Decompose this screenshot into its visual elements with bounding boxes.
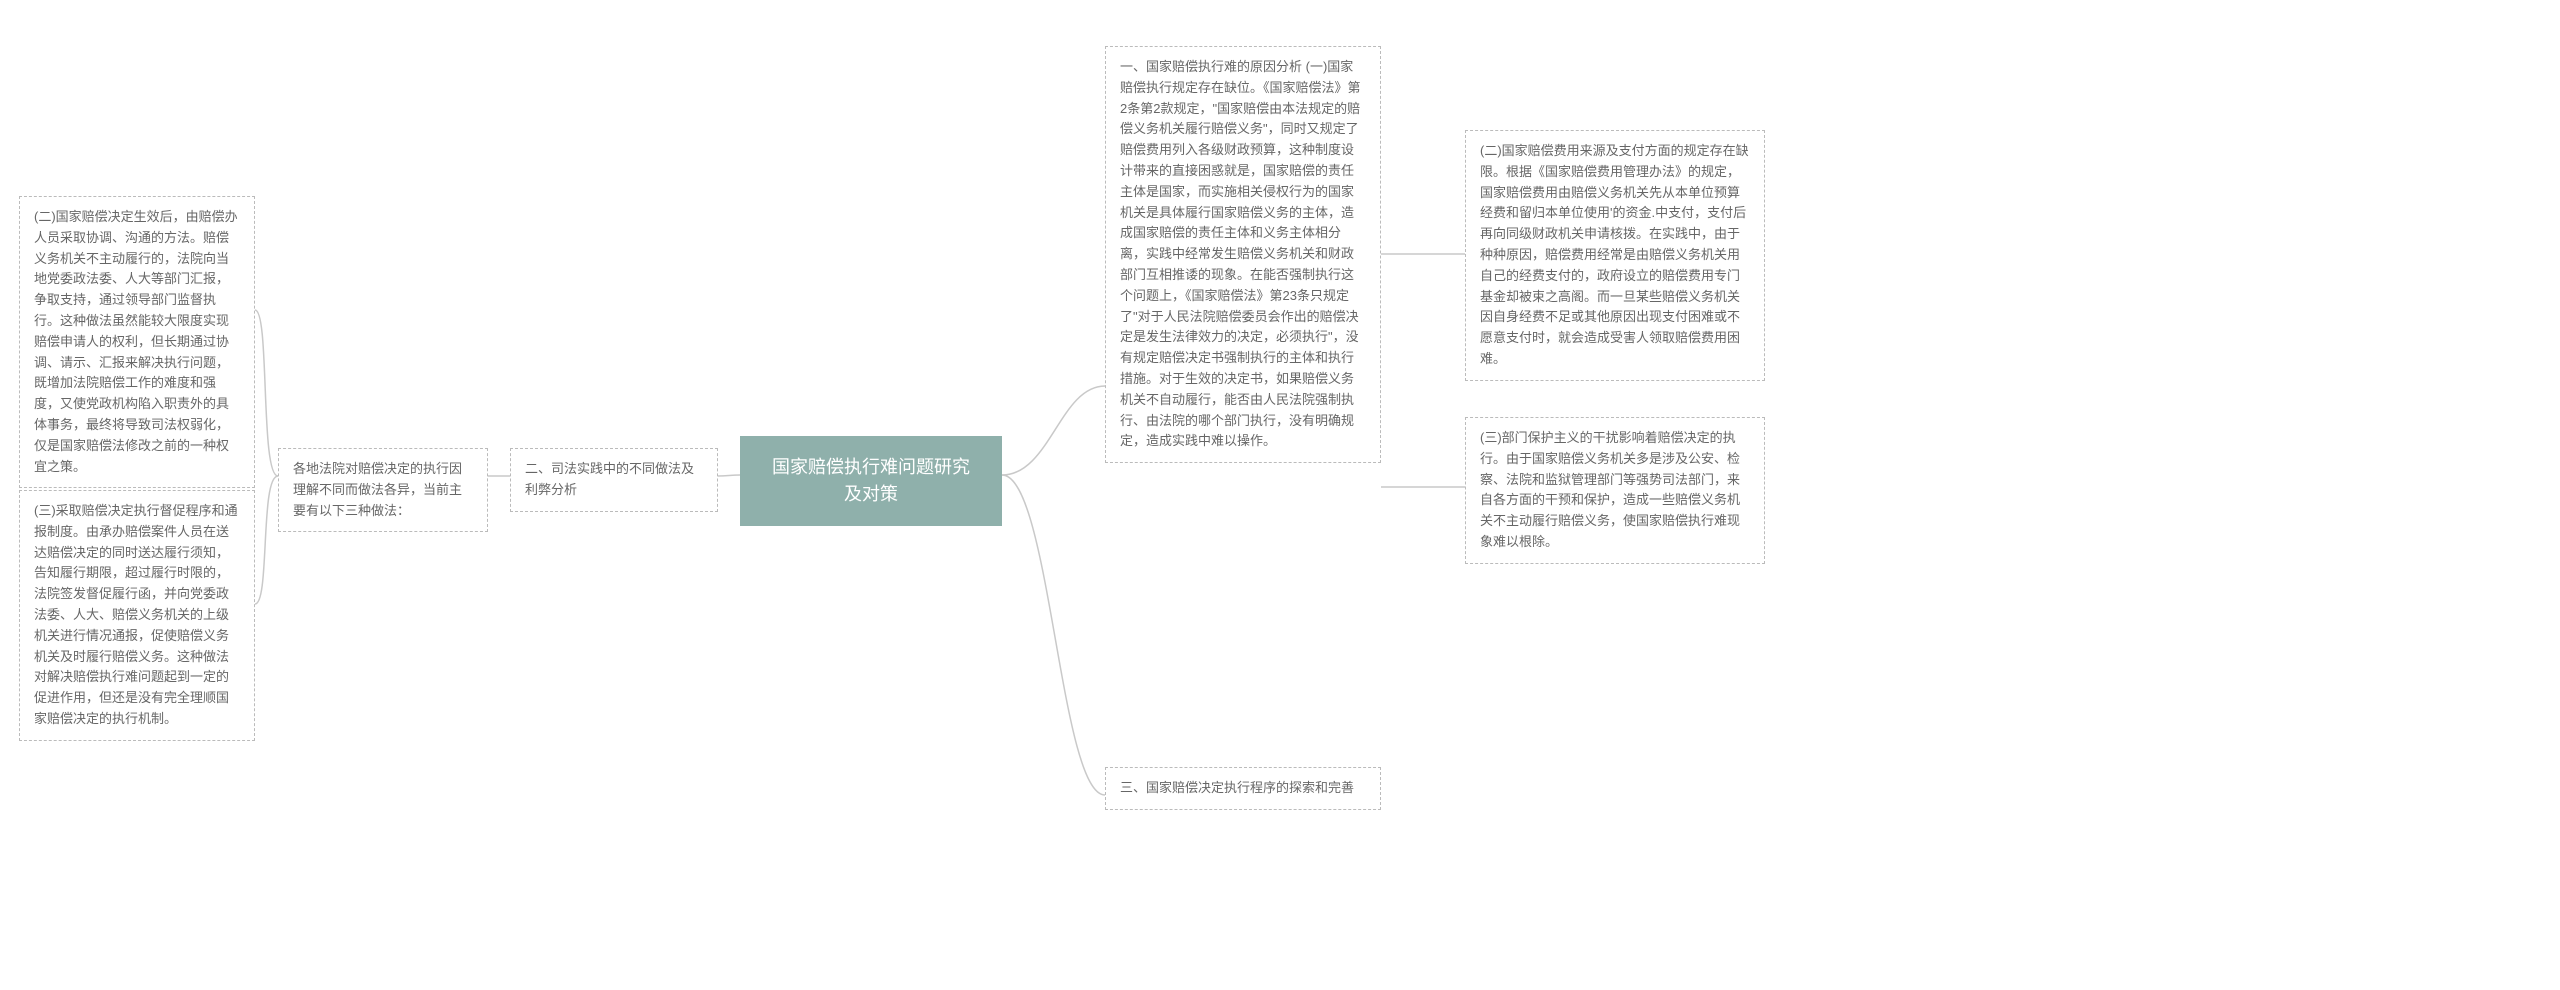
node-r1a[interactable]: (二)国家赔偿费用来源及支付方面的规定存在缺限。根据《国家赔偿费用管理办法》的规…	[1465, 130, 1765, 381]
node-r2[interactable]: 三、国家赔偿决定执行程序的探索和完善	[1105, 767, 1381, 810]
node-l1a1[interactable]: (二)国家赔偿决定生效后，由赔偿办人员采取协调、沟通的方法。赔偿义务机关不主动履…	[19, 196, 255, 488]
root-node[interactable]: 国家赔偿执行难问题研究及对策	[740, 436, 1002, 526]
node-l1a2[interactable]: (三)采取赔偿决定执行督促程序和通报制度。由承办赔偿案件人员在送达赔偿决定的同时…	[19, 490, 255, 741]
node-l1a[interactable]: 各地法院对赔偿决定的执行因理解不同而做法各异，当前主要有以下三种做法：	[278, 448, 488, 532]
node-r1b[interactable]: (三)部门保护主义的干扰影响着赔偿决定的执行。由于国家赔偿义务机关多是涉及公安、…	[1465, 417, 1765, 564]
node-r1[interactable]: 一、国家赔偿执行难的原因分析 (一)国家赔偿执行规定存在缺位。《国家赔偿法》第2…	[1105, 46, 1381, 463]
node-l1[interactable]: 二、司法实践中的不同做法及利弊分析	[510, 448, 718, 512]
